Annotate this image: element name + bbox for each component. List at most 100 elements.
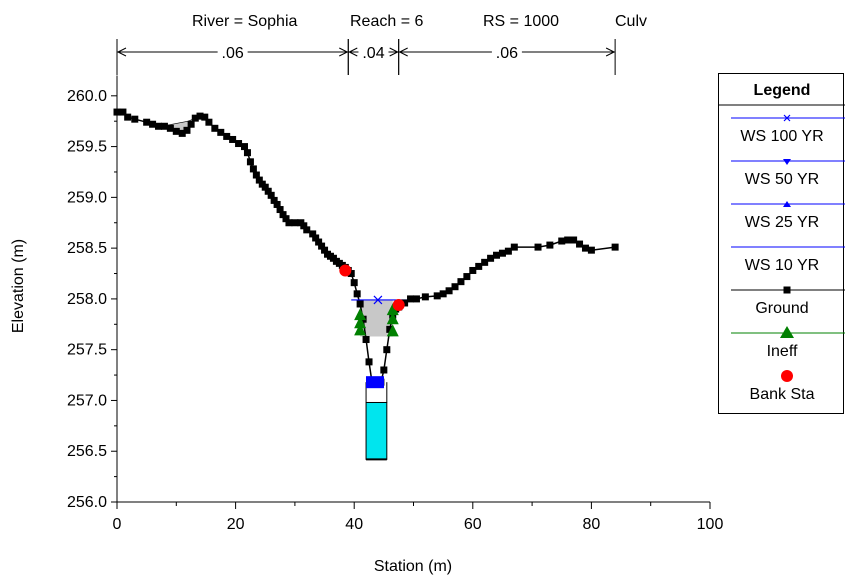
ground-point xyxy=(318,242,326,250)
header-river: River = Sophia xyxy=(192,13,297,30)
ground-point xyxy=(581,244,589,252)
ground-point xyxy=(291,219,299,227)
ground-point xyxy=(119,108,127,116)
legend-label-ws-100-yr: WS 100 YR xyxy=(740,128,823,145)
ground-point xyxy=(611,243,619,251)
culvert-water xyxy=(365,401,388,460)
ground-point xyxy=(264,187,272,195)
legend-marker-ws-25-yr xyxy=(783,201,791,207)
ground-point xyxy=(240,143,248,151)
ground-point xyxy=(172,127,180,135)
ground-point xyxy=(223,132,231,140)
ground-point xyxy=(481,258,489,266)
manning-n-label: .04 xyxy=(362,45,384,62)
manning-label-bg xyxy=(491,42,522,62)
manning-arrow-left xyxy=(348,47,358,57)
ground-point xyxy=(255,176,263,184)
ground-point xyxy=(273,200,281,208)
ground-point xyxy=(187,120,195,128)
ground-point xyxy=(143,118,151,126)
ground-point xyxy=(282,215,290,223)
ground-point xyxy=(279,211,287,219)
ground-point xyxy=(183,126,191,134)
ground-point xyxy=(570,236,578,244)
x-tick-label: 60 xyxy=(464,516,482,533)
culvert-ws-markers xyxy=(365,376,384,389)
ground-point xyxy=(439,290,447,298)
y-tick-label: 259.0 xyxy=(67,189,107,206)
ineff-marker xyxy=(386,312,399,325)
legend-label-ground: Ground xyxy=(755,300,808,317)
ground-point xyxy=(155,122,163,130)
manning-label-bg xyxy=(358,42,389,62)
legend-label-ws-10-yr: WS 10 YR xyxy=(745,257,819,274)
legend-title: Legend xyxy=(754,82,811,99)
ground-point xyxy=(217,128,225,136)
ground-point xyxy=(285,219,293,227)
ground-point xyxy=(309,230,317,238)
ground-point xyxy=(235,140,243,148)
y-tick-label: 258.0 xyxy=(67,291,107,308)
ground-point xyxy=(445,287,453,295)
y-tick-label: 257.5 xyxy=(67,342,107,359)
ground-point xyxy=(149,120,157,128)
ground-point xyxy=(211,124,219,132)
ineff-marker xyxy=(386,324,399,337)
y-tick-label: 256.0 xyxy=(67,494,107,511)
manning-n-label: .06 xyxy=(222,45,244,62)
ground-point xyxy=(261,183,269,191)
ground-point xyxy=(457,278,465,286)
legend-label-ineff: Ineff xyxy=(767,343,798,360)
legend-marker-ground xyxy=(783,286,791,294)
legend-marker-ws-50-yr xyxy=(783,159,791,165)
ground-point xyxy=(350,279,358,287)
ground-point xyxy=(421,293,429,301)
bank-station-marker xyxy=(339,264,352,277)
x-tick-label: 80 xyxy=(583,516,601,533)
header-reach: Reach = 6 xyxy=(350,13,423,30)
ground-point xyxy=(166,124,174,132)
bank-station-marker xyxy=(392,298,405,311)
ground-point xyxy=(469,266,477,274)
ground-point xyxy=(160,122,168,130)
manning-n-label: .06 xyxy=(496,45,518,62)
y-tick-label: 260.0 xyxy=(67,88,107,105)
legend-marker-bank-sta xyxy=(781,370,793,382)
manning-arrow-left xyxy=(398,47,408,57)
manning-n-values: .06 .04 .06 xyxy=(116,39,616,75)
ground-point xyxy=(534,243,542,251)
ineff-marker xyxy=(354,323,367,336)
ground-point xyxy=(252,171,260,179)
axes: 0 20 40 60 80 100 256.0 256.5 257.0 257.5 258.0 258… xyxy=(67,75,723,533)
ground-point xyxy=(587,246,595,254)
y-axis-label: Elevation (m) xyxy=(10,239,27,333)
ground-point xyxy=(558,237,566,245)
ground-point xyxy=(229,135,237,143)
ground-point xyxy=(243,149,251,157)
ground-point xyxy=(365,358,373,366)
ineffective-area xyxy=(360,299,393,337)
ground-point xyxy=(463,273,471,281)
ground-point xyxy=(510,243,518,251)
ground-point xyxy=(353,290,361,298)
ground-point xyxy=(386,325,394,333)
manning-arrow-right xyxy=(389,47,399,57)
legend-label-ws-50-yr: WS 50 YR xyxy=(745,171,819,188)
ground-point xyxy=(475,262,483,270)
ground-point xyxy=(276,206,284,214)
ground-point xyxy=(401,299,409,307)
ground-point xyxy=(433,292,441,300)
ground-point xyxy=(303,226,311,234)
ground-point xyxy=(383,346,391,354)
ground-point xyxy=(546,241,554,249)
ground-point xyxy=(493,251,501,259)
ground-point xyxy=(246,158,254,166)
x-tick-label: 20 xyxy=(227,516,245,533)
ground-point xyxy=(178,129,186,137)
ground-point xyxy=(412,295,420,303)
ws-100yr-marker xyxy=(373,295,383,305)
ineff-marker xyxy=(354,308,367,321)
ground-point xyxy=(564,236,572,244)
y-tick-label: 258.5 xyxy=(67,240,107,257)
